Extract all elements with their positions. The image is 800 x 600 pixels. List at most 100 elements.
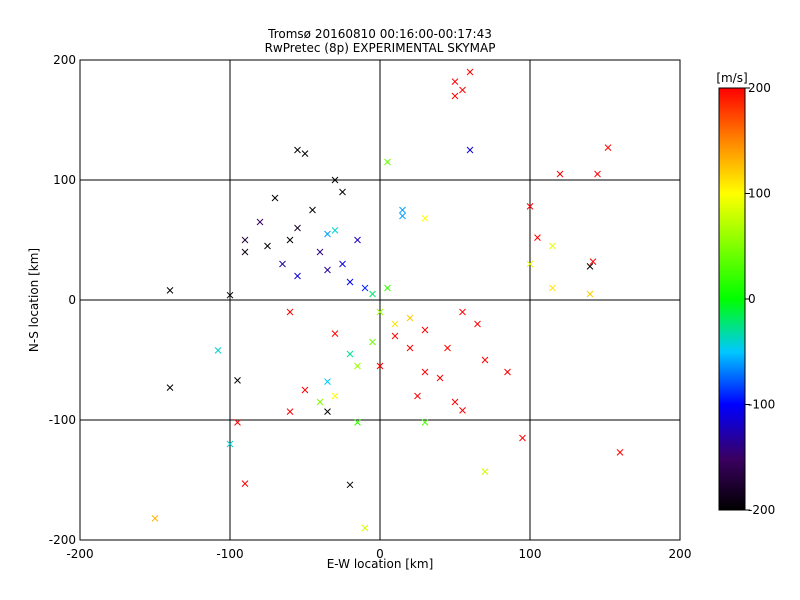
data-point-cross — [166, 384, 174, 391]
data-point-cross — [166, 287, 174, 294]
data-point-cross — [421, 419, 429, 426]
data-point-cross — [316, 248, 324, 256]
data-point-cross — [421, 368, 429, 376]
data-point-cross — [399, 212, 406, 220]
y-tick-label: 100 — [53, 173, 76, 187]
data-point-cross — [586, 263, 594, 270]
data-point-cross — [436, 374, 444, 382]
data-point-cross — [354, 362, 361, 370]
x-tick-label: 0 — [376, 547, 384, 561]
data-point-cross — [226, 440, 234, 448]
data-point-cross — [264, 242, 271, 250]
data-point-cross — [294, 224, 301, 232]
x-tick-label: 200 — [669, 547, 692, 561]
colorbar-tick-label: -100 — [748, 398, 775, 412]
data-point-cross — [589, 258, 597, 265]
x-tick-labels: -200 -100 0 100 200 — [66, 547, 691, 561]
data-point-cross — [421, 326, 429, 334]
y-axis-label: N-S location [km] — [27, 248, 41, 352]
data-point-cross — [331, 330, 339, 337]
data-point-cross — [324, 230, 331, 238]
data-point-cross — [519, 434, 526, 442]
data-point-cross — [234, 419, 241, 426]
data-point-cross — [241, 236, 249, 244]
data-point-cross — [594, 170, 601, 178]
y-tick-label: 0 — [68, 293, 76, 307]
data-point-cross — [214, 347, 222, 354]
colorbar — [718, 87, 746, 511]
data-point-cross — [466, 68, 474, 76]
data-point-cross — [406, 314, 414, 322]
data-point-cross — [526, 203, 534, 210]
data-point-cross — [451, 398, 459, 406]
data-point-cross — [604, 144, 612, 151]
data-point-cross — [459, 407, 466, 414]
data-point-cross — [324, 408, 331, 415]
y-tick-label: 200 — [53, 53, 76, 67]
data-point-cross — [316, 398, 324, 406]
scatter-points — [151, 68, 624, 532]
data-point-cross — [331, 227, 339, 234]
data-point-cross — [399, 206, 406, 214]
y-tick-label: -200 — [49, 533, 76, 547]
data-point-cross — [421, 215, 429, 222]
data-point-cross — [616, 449, 624, 456]
grid-lines — [80, 60, 680, 540]
data-point-cross — [376, 362, 384, 370]
data-point-cross — [354, 236, 361, 244]
data-point-cross — [369, 290, 376, 298]
data-point-cross — [466, 146, 474, 154]
plot-frame — [79, 59, 681, 541]
data-point-cross — [459, 86, 466, 94]
data-point-cross — [294, 272, 301, 280]
data-point-cross — [384, 284, 391, 292]
data-point-cross — [361, 284, 369, 292]
data-point-cross — [286, 408, 294, 415]
chart-subtitle: RwPretec (8p) EXPERIMENTAL SKYMAP — [265, 41, 496, 55]
data-point-cross — [361, 524, 369, 532]
y-tick-labels: -200 -100 0 100 200 — [49, 53, 76, 547]
colorbar-label: [m/s] — [716, 71, 747, 85]
data-point-cross — [346, 350, 354, 358]
data-point-cross — [339, 188, 346, 196]
data-point-cross — [346, 481, 354, 489]
colorbar-tick-label: 100 — [748, 187, 771, 201]
data-point-cross — [309, 206, 316, 214]
data-point-cross — [481, 468, 489, 475]
data-point-cross — [586, 290, 594, 298]
data-point-cross — [331, 176, 339, 184]
y-tick-label: -100 — [49, 413, 76, 427]
data-point-cross — [481, 356, 489, 364]
data-point-cross — [369, 338, 376, 346]
data-point-cross — [504, 368, 511, 376]
data-point-cross — [451, 92, 459, 100]
data-point-cross — [406, 344, 414, 352]
colorbar-tick-label: 200 — [748, 81, 771, 95]
data-point-cross — [286, 236, 294, 244]
colorbar-tick-label: 0 — [748, 292, 756, 306]
data-point-cross — [391, 320, 399, 328]
data-point-cross — [549, 242, 556, 250]
data-point-cross — [324, 378, 331, 385]
data-point-cross — [151, 515, 159, 522]
data-point-cross — [414, 392, 421, 400]
data-point-cross — [324, 266, 331, 274]
data-point-cross — [391, 332, 399, 340]
colorbar-tick-label: -200 — [748, 503, 775, 517]
data-point-cross — [339, 260, 346, 268]
data-point-cross — [241, 480, 249, 487]
data-point-cross — [526, 260, 534, 268]
data-point-cross — [451, 78, 459, 85]
data-point-cross — [294, 146, 301, 154]
colorbar-ticks: 200 100 0 -100 -200 — [745, 81, 775, 517]
data-point-cross — [256, 218, 264, 226]
data-point-cross — [459, 308, 466, 316]
data-point-cross — [534, 234, 541, 241]
data-point-cross — [301, 386, 309, 394]
data-point-cross — [286, 308, 294, 316]
data-point-cross — [474, 320, 481, 328]
chart-title: Tromsø 20160810 00:16:00-00:17:43 — [267, 27, 492, 41]
data-point-cross — [234, 377, 241, 384]
x-tick-label: -100 — [216, 547, 243, 561]
